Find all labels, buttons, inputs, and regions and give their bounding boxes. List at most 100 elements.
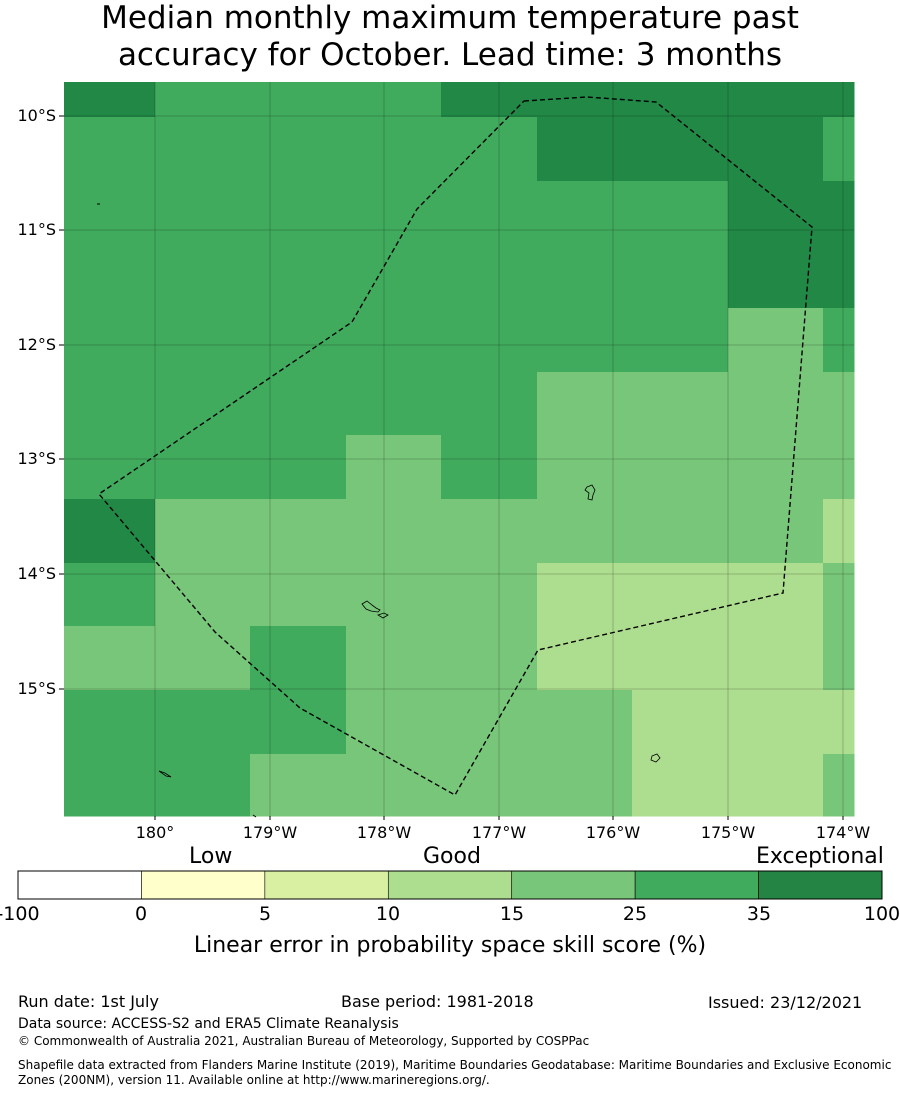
skill-grid-cell xyxy=(64,563,156,627)
skill-grid-cell xyxy=(441,372,538,436)
skill-grid-cell xyxy=(537,754,633,817)
skill-grid-cell xyxy=(250,181,347,246)
skill-grid-cell xyxy=(346,82,442,118)
copyright-notice: © Commonwealth of Australia 2021, Austra… xyxy=(18,1034,590,1048)
skill-grid-cell xyxy=(64,754,156,817)
base-period: Base period: 1981-2018 xyxy=(341,992,534,1011)
skill-grid-cell xyxy=(250,435,347,500)
lon-tick-label: 178°W xyxy=(356,823,412,842)
lon-tick-label: 179°W xyxy=(242,823,298,842)
skill-grid-cell xyxy=(632,117,729,182)
lat-tick-marks xyxy=(59,115,64,690)
island-outline xyxy=(252,814,257,818)
map-title-line-1: Median monthly maximum temperature past xyxy=(101,0,799,36)
shapefile-credit-line-1: Shapefile data extracted from Flanders M… xyxy=(18,1058,892,1072)
skill-grid-cell xyxy=(250,754,347,817)
skill-grid-cell xyxy=(155,245,251,309)
skill-grid-cell xyxy=(632,690,729,755)
colorbar-frame xyxy=(17,870,883,900)
skill-grid-cell xyxy=(155,308,251,373)
colorbar-segments xyxy=(17,870,883,900)
colorbar-segment xyxy=(264,870,389,900)
colorbar-segment xyxy=(634,870,759,900)
lon-tick-marks xyxy=(154,816,844,820)
skill-grid-cell xyxy=(441,82,538,118)
skill-grid-cell xyxy=(346,563,442,627)
skill-grid-cell xyxy=(537,117,633,182)
skill-grid-cell xyxy=(441,690,538,755)
lon-tick-label: 174°W xyxy=(815,823,871,842)
skill-grid-cell xyxy=(823,690,855,755)
colorbar-tick-label: 100 xyxy=(863,903,900,925)
skill-grid-cell xyxy=(441,181,538,246)
skill-grid-cell xyxy=(823,372,855,436)
skill-grid-cell xyxy=(250,372,347,436)
skill-grid-cell xyxy=(346,117,442,182)
lat-tick-label: 10°S xyxy=(17,106,56,125)
island-outline xyxy=(584,484,596,501)
skill-grid-cell xyxy=(537,308,633,373)
skill-grid-cell xyxy=(823,82,855,118)
colorbar-tick-label: 25 xyxy=(622,903,648,925)
lat-tick-label: 15°S xyxy=(17,679,56,698)
skill-grid-cell xyxy=(250,626,347,691)
skill-grid-cell xyxy=(823,563,855,627)
colorbar-category-exceptional: Exceptional xyxy=(756,844,884,869)
skill-grid-cell xyxy=(155,563,251,627)
island-outline xyxy=(158,770,172,778)
lat-tick-label: 13°S xyxy=(17,449,56,468)
island-outline xyxy=(361,600,381,613)
issued-date: Issued: 23/12/2021 xyxy=(708,993,863,1012)
skill-grid-cell xyxy=(64,435,156,500)
skill-map xyxy=(59,82,855,820)
skill-grid-cell xyxy=(632,499,729,564)
lon-tick-label: 177°W xyxy=(471,823,527,842)
skill-grid-cell xyxy=(441,308,538,373)
skill-grid-cell xyxy=(728,308,824,373)
skill-grid-cell xyxy=(250,308,347,373)
colorbar-category-good: Good xyxy=(423,844,481,869)
skill-grid-cell xyxy=(250,690,347,755)
skill-grid-cell xyxy=(64,499,156,564)
skill-grid-cell xyxy=(823,308,855,373)
skill-grid-cell xyxy=(632,626,729,691)
skill-grid-cell xyxy=(537,626,633,691)
colorbar-segment xyxy=(17,870,142,900)
skill-grid-cell xyxy=(823,626,855,691)
colorbar-segment xyxy=(141,870,266,900)
skill-grid-cell xyxy=(823,499,855,564)
skill-grid-cell xyxy=(823,245,855,309)
skill-grid-cell xyxy=(155,626,251,691)
skill-grid-cell xyxy=(441,563,538,627)
skill-grid-cell xyxy=(728,117,824,182)
colorbar-category-low: Low xyxy=(189,844,233,869)
skill-grid-cell xyxy=(250,82,347,118)
skill-grid-cell xyxy=(632,308,729,373)
skill-grid-cell xyxy=(346,690,442,755)
skill-grid-cell xyxy=(250,563,347,627)
data-source: Data source: ACCESS-S2 and ERA5 Climate … xyxy=(18,1016,399,1032)
skill-grid-cell xyxy=(537,499,633,564)
colorbar-segment xyxy=(387,870,513,900)
colorbar-tick-label: 10 xyxy=(375,903,401,925)
lon-tick-label: 180° xyxy=(135,823,175,842)
lat-tick-label: 11°S xyxy=(17,220,56,239)
skill-grid-cell xyxy=(537,372,633,436)
skill-grid-cell xyxy=(64,82,156,118)
skill-grid-cell xyxy=(823,181,855,246)
skill-grid-cell xyxy=(728,82,824,118)
colorbar-tick-label: -100 xyxy=(0,903,40,925)
skill-grid-cell xyxy=(346,245,442,309)
skill-grid-cell xyxy=(346,372,442,436)
lat-tick-label: 14°S xyxy=(17,564,56,583)
skill-grid-cell xyxy=(155,372,251,436)
skill-grid-cell xyxy=(64,245,156,309)
skill-grid-cell xyxy=(346,626,442,691)
colorbar-tick-label: 5 xyxy=(258,903,272,925)
skill-grid-cell xyxy=(64,372,156,436)
colorbar xyxy=(17,870,883,900)
skill-grid-cell xyxy=(155,690,251,755)
skill-grid-cell xyxy=(346,754,442,817)
skill-grid-cell xyxy=(537,563,633,627)
skill-grid-cell xyxy=(632,563,729,627)
